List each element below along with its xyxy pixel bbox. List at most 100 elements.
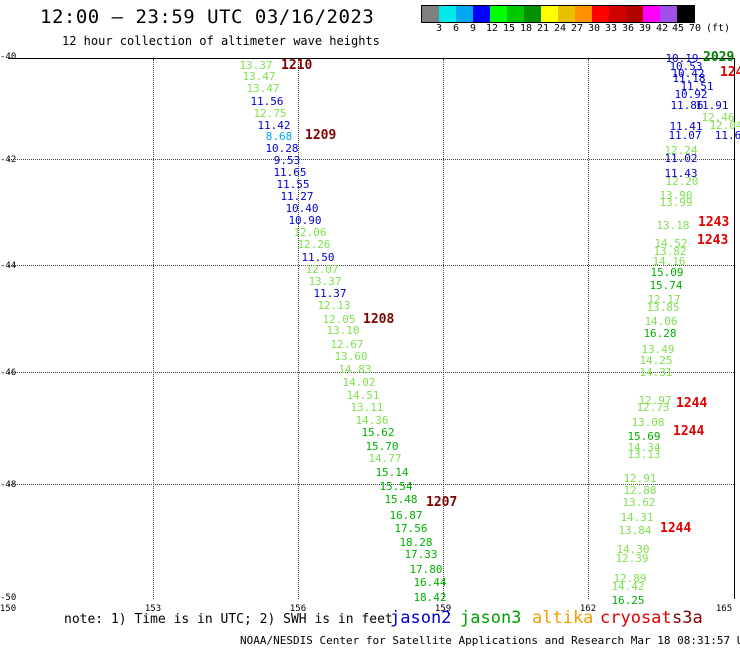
wave-height-label: 14.06 (644, 315, 678, 328)
wave-height-label: 14.77 (368, 452, 402, 465)
wave-height-label: 11.27 (280, 190, 314, 203)
lat-tick-label: -40 (0, 52, 17, 62)
legend-swatch (643, 6, 660, 22)
wave-height-label: 15.70 (365, 440, 399, 453)
wave-height-label: 10.19 (665, 52, 699, 65)
wave-height-label: 10.42 (671, 67, 705, 80)
wave-height-label: 12.04 (709, 119, 740, 132)
legend-swatch (592, 6, 609, 22)
wave-height-label: 10.53 (669, 60, 703, 73)
wave-height-label: 14.51 (346, 389, 380, 402)
map-plot-area (8, 58, 735, 599)
wave-height-label: 13.49 (641, 343, 675, 356)
satellite-altika-label: altika (532, 608, 594, 628)
lon-tick-label: 156 (289, 604, 307, 614)
wave-height-label: 14.30 (616, 543, 650, 556)
satellite-jason3-label: jason3 (460, 608, 522, 628)
wave-height-label: 13.18 (656, 219, 690, 232)
lon-tick-label: 162 (579, 604, 597, 614)
legend-swatch (439, 6, 456, 22)
wave-height-label: 15.54 (379, 480, 413, 493)
lon-tick-label: 165 (715, 604, 733, 614)
wave-height-label: 13.82 (653, 245, 687, 258)
grid-line-lon (588, 59, 589, 599)
wave-height-label: 13.10 (326, 324, 360, 337)
legend-swatch (660, 6, 677, 22)
grid-line-lon (153, 59, 154, 599)
wave-height-label: 13.99 (659, 196, 693, 209)
legend-label: 18 (520, 23, 533, 34)
legend-label: 42 (656, 23, 669, 34)
wave-height-label: 13.84 (618, 524, 652, 537)
lat-tick-label: -46 (0, 368, 17, 378)
legend-swatch (575, 6, 592, 22)
wave-height-label: 12.73 (636, 401, 670, 414)
wave-height-label: 11.55 (276, 178, 310, 191)
lon-tick-label: 159 (434, 604, 452, 614)
wave-height-label: 12.39 (615, 552, 649, 565)
wave-height-label: 16.25 (611, 594, 645, 607)
color-legend (421, 5, 695, 23)
grid-line-lon (443, 59, 444, 599)
wave-height-label: 14.25 (639, 354, 673, 367)
lat-tick-label: -42 (0, 155, 17, 165)
pass-number-label: 1244 (676, 396, 708, 411)
wave-height-label: 12.24 (664, 144, 698, 157)
legend-label: 36 (622, 23, 635, 34)
wave-height-label: 10.92 (674, 88, 708, 101)
lat-tick-label: -50 (0, 593, 17, 603)
wave-height-label: 14.31 (620, 511, 654, 524)
legend-label: 30 (588, 23, 601, 34)
note-text: note: 1) Time is in UTC; 2) SWH is in fe… (64, 612, 393, 627)
legend-label: 24 (554, 23, 567, 34)
legend-label: 33 (605, 23, 618, 34)
wave-height-label: 11.18 (672, 72, 706, 85)
lon-tick-label: 153 (144, 604, 162, 614)
legend-label: 39 (639, 23, 652, 34)
wave-height-label: 13.47 (246, 82, 280, 95)
legend-label: 12 (486, 23, 499, 34)
wave-height-label: 14.52 (654, 237, 688, 250)
wave-height-label: 12.13 (317, 299, 351, 312)
wave-height-label: 14.36 (355, 414, 389, 427)
legend-swatch (456, 6, 473, 22)
legend-swatch (626, 6, 643, 22)
wave-height-label: 17.33 (404, 548, 438, 561)
wave-height-label: 18.28 (399, 536, 433, 549)
pass-number-label: 1210 (281, 58, 313, 73)
wave-height-label: 13.90 (659, 189, 693, 202)
wave-height-label: 13.60 (334, 350, 368, 363)
satellite-s3a-label: s3a (672, 608, 703, 628)
page-title: 12:00 — 23:59 UTC 03/16/2023 (40, 6, 375, 28)
wave-height-label: 14.16 (652, 255, 686, 268)
footer-credit: NOAA/NESDIS Center for Satellite Applica… (240, 634, 740, 647)
legend-swatch (422, 6, 439, 22)
wave-height-label: 14.34 (627, 441, 661, 454)
pass-number-label: 1243 (698, 215, 730, 230)
wave-height-label: 11.51 (680, 80, 714, 93)
wave-height-label: 11.41 (669, 120, 703, 133)
wave-height-label: 11.43 (664, 167, 698, 180)
wave-height-label: 15.09 (650, 266, 684, 279)
pass-number-label: 1207 (426, 495, 458, 510)
wave-height-label: 11.07 (668, 129, 702, 142)
pass-number-label: 1244 (673, 424, 705, 439)
wave-height-label: 12.05 (322, 313, 356, 326)
legend-label: 15 (503, 23, 516, 34)
wave-height-label: 12.06 (293, 226, 327, 239)
wave-height-label: 16.87 (389, 509, 423, 522)
legend-label: 3 (436, 23, 443, 34)
wave-height-label: 11.6 (714, 129, 740, 142)
wave-height-label: 12.07 (305, 263, 339, 276)
satellite-cryosat-label: cryosat (600, 608, 672, 628)
legend-label: 21 (537, 23, 550, 34)
wave-height-label: 17.80 (409, 563, 443, 576)
lat-tick-label: -44 (0, 261, 17, 271)
wave-height-label: 15.74 (649, 279, 683, 292)
grid-line-lat (8, 265, 734, 266)
pass-number-label: 1209 (305, 128, 337, 143)
wave-height-label: 12.89 (613, 572, 647, 585)
legend-swatch (677, 6, 694, 22)
wave-height-label: 16.28 (643, 327, 677, 340)
